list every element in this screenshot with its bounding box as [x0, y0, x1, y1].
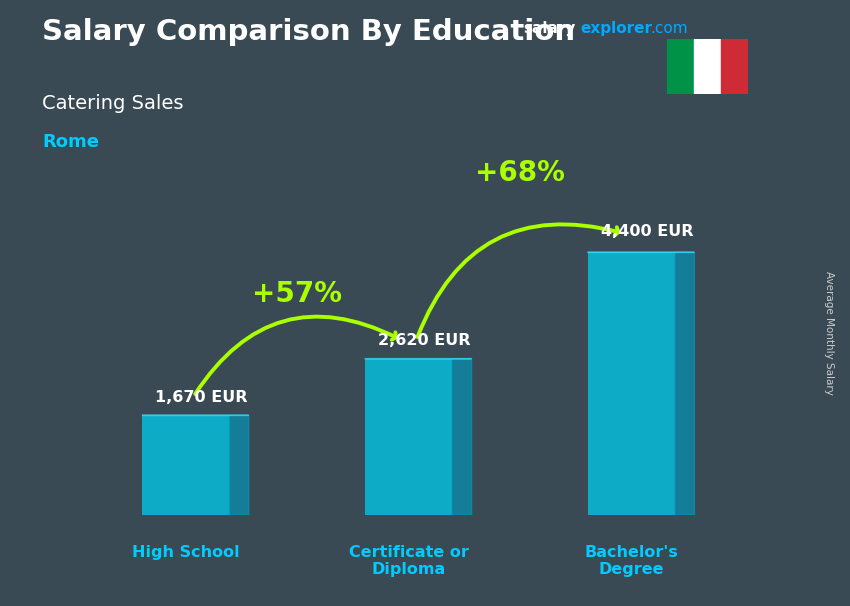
- Bar: [587, 252, 675, 515]
- Text: +57%: +57%: [252, 280, 343, 308]
- Text: 1,670 EUR: 1,670 EUR: [155, 390, 247, 405]
- Bar: [721, 39, 748, 94]
- Bar: [667, 39, 694, 94]
- Text: +68%: +68%: [475, 159, 565, 187]
- Text: Bachelor's
Degree: Bachelor's Degree: [585, 545, 678, 578]
- Text: salary: salary: [523, 21, 575, 36]
- Text: Certificate or
Diploma: Certificate or Diploma: [348, 545, 468, 578]
- Bar: [694, 39, 721, 94]
- Text: 2,620 EUR: 2,620 EUR: [378, 333, 470, 348]
- Bar: [365, 359, 452, 515]
- Text: Average Monthly Salary: Average Monthly Salary: [824, 271, 834, 395]
- Polygon shape: [452, 359, 472, 515]
- Text: Salary Comparison By Education: Salary Comparison By Education: [42, 18, 575, 46]
- Text: explorer: explorer: [581, 21, 653, 36]
- Polygon shape: [230, 415, 249, 515]
- Text: .com: .com: [650, 21, 688, 36]
- Polygon shape: [675, 252, 694, 515]
- Text: High School: High School: [132, 545, 240, 560]
- Text: 4,400 EUR: 4,400 EUR: [601, 224, 694, 239]
- Text: Rome: Rome: [42, 133, 99, 152]
- Text: Catering Sales: Catering Sales: [42, 94, 184, 113]
- Bar: [142, 415, 230, 515]
